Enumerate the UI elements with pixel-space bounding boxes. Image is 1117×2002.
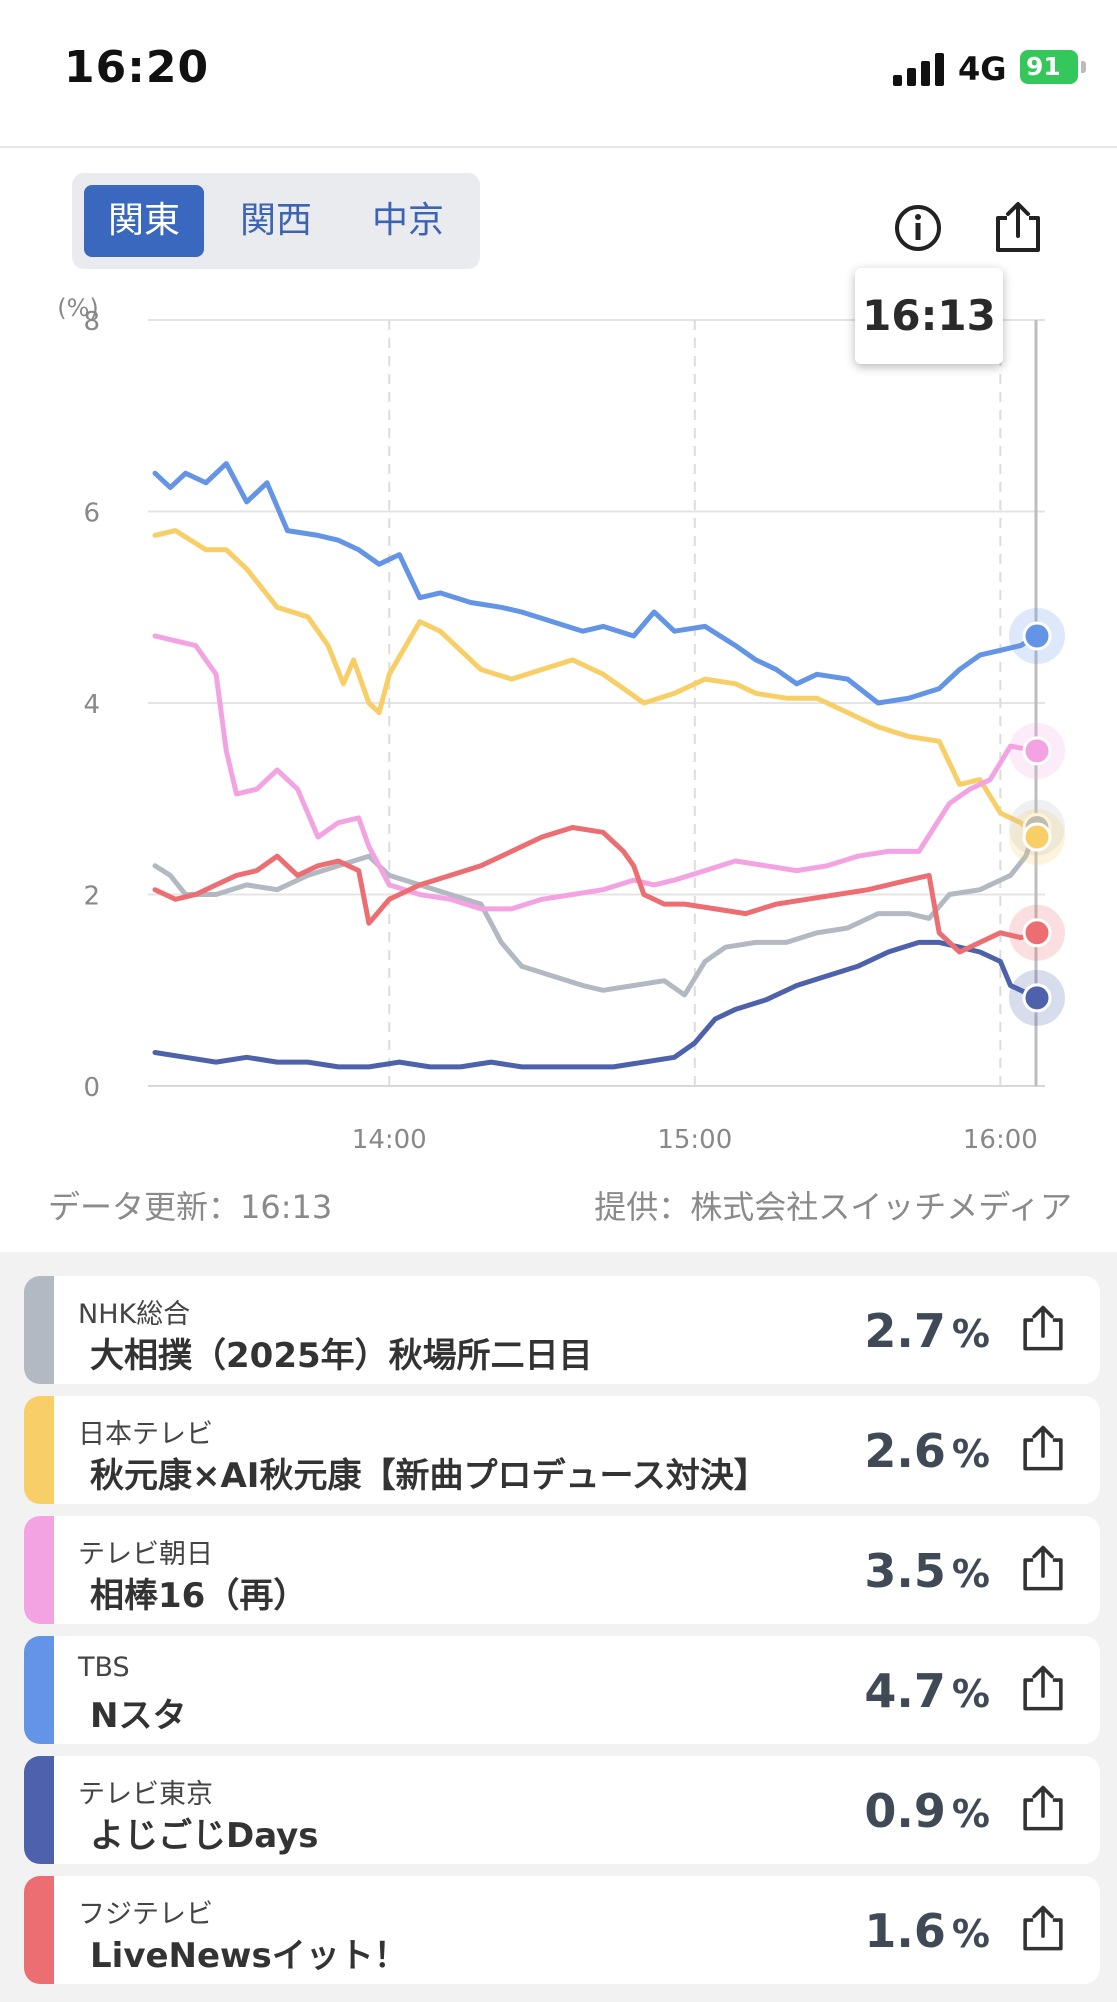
y-tick-label: 4 — [83, 690, 100, 720]
series-end-marker — [1022, 983, 1052, 1013]
x-tick-label: 16:00 — [963, 1125, 1038, 1155]
data-provider: 提供：株式会社スイッチメディア — [594, 1188, 1072, 1226]
channel-card[interactable]: テレビ東京よじごじDays 0.9% — [24, 1756, 1100, 1864]
rating-number: 2.7 — [864, 1304, 946, 1358]
channel-color-bar — [24, 1876, 54, 1984]
rating-chart[interactable]: 0 2 4 6 8(%) 14:00 15:00 16:00 — [0, 280, 1117, 1170]
share-icon[interactable] — [1018, 1304, 1068, 1354]
cellular-signal-icon — [893, 52, 947, 86]
rating-value: 1.6% — [864, 1904, 990, 1958]
program-name: 相棒16（再） — [90, 1576, 308, 1616]
y-tick-label: 8 — [83, 307, 100, 337]
channel-color-bar — [24, 1756, 54, 1864]
series-end-marker — [1022, 918, 1052, 948]
tab-kanto[interactable]: 関東 — [84, 185, 204, 257]
program-name: LiveNewsイット！ — [90, 1936, 408, 1976]
battery-cap — [1081, 61, 1086, 73]
rating-unit: % — [951, 1672, 990, 1716]
rating-number: 2.6 — [864, 1424, 946, 1478]
region-tabs: 関東 関西 中京 — [72, 173, 480, 269]
series-line — [152, 825, 1039, 998]
network-type: 4G — [958, 50, 1007, 88]
channel-card[interactable]: 日本テレビ秋元康×AI秋元康【新曲プロデュース対決】 2.6% — [24, 1396, 1100, 1504]
rating-value: 2.7% — [864, 1304, 990, 1358]
channel-name: テレビ朝日 — [78, 1539, 213, 1570]
rating-number: 4.7 — [864, 1664, 946, 1718]
series-line — [152, 461, 1039, 706]
rating-unit: % — [951, 1312, 990, 1356]
channel-name: NHK総合 — [78, 1299, 191, 1330]
share-icon[interactable] — [1018, 1664, 1068, 1714]
channel-name: フジテレビ — [78, 1899, 213, 1930]
channel-card[interactable]: TBS Nスタ 4.7% — [24, 1636, 1100, 1744]
status-time: 16:20 — [64, 42, 210, 93]
channel-color-bar — [24, 1636, 54, 1744]
rating-number: 0.9 — [864, 1784, 946, 1838]
battery-icon: 91 — [1020, 50, 1078, 84]
tab-kansai[interactable]: 関西 — [239, 200, 312, 241]
time-tooltip: 16:13 — [855, 268, 1003, 364]
rating-value: 0.9% — [864, 1784, 990, 1838]
channel-name: TBS — [78, 1652, 130, 1683]
y-tick-label: 0 — [83, 1073, 100, 1103]
channel-color-bar — [24, 1276, 54, 1384]
channel-name: 日本テレビ — [78, 1419, 213, 1450]
rating-value: 2.6% — [864, 1424, 990, 1478]
channel-color-bar — [24, 1516, 54, 1624]
x-tick-label: 14:00 — [352, 1125, 427, 1155]
program-name: 秋元康×AI秋元康【新曲プロデュース対決】 — [90, 1456, 768, 1496]
rating-unit: % — [951, 1792, 990, 1836]
share-icon[interactable] — [1018, 1904, 1068, 1954]
channel-card[interactable]: テレビ朝日相棒16（再） 3.5% — [24, 1516, 1100, 1624]
rating-value: 4.7% — [864, 1664, 990, 1718]
share-icon[interactable] — [1018, 1424, 1068, 1474]
share-icon[interactable] — [990, 200, 1046, 256]
share-icon[interactable] — [1018, 1784, 1068, 1834]
channel-list: NHK総合 大相撲（2025年）秋場所二日目 2.7% 日本テレビ 秋元康×AI秋元康【… — [24, 1276, 1100, 1996]
info-circle-icon[interactable] — [893, 203, 943, 253]
rating-unit: % — [951, 1552, 990, 1596]
rating-unit: % — [951, 1912, 990, 1956]
rating-unit: % — [951, 1432, 990, 1476]
series-line — [152, 825, 1039, 955]
program-name: Nスタ — [90, 1696, 187, 1736]
rating-number: 3.5 — [864, 1544, 946, 1598]
series-end-marker — [1022, 621, 1052, 651]
channel-name: テレビ東京 — [78, 1779, 213, 1810]
x-tick-label: 15:00 — [657, 1125, 732, 1155]
rating-value: 3.5% — [864, 1544, 990, 1598]
channel-color-bar — [24, 1396, 54, 1504]
program-name: 大相撲（2025年）秋場所二日目 — [90, 1336, 593, 1376]
y-tick-label: 6 — [83, 499, 100, 529]
y-tick-label: 2 — [83, 882, 100, 912]
channel-card[interactable]: フジテレビ LiveNewsイット！ 1.6% — [24, 1876, 1100, 1984]
series-line — [152, 528, 1039, 840]
data-update-time: データ更新：16:13 — [48, 1188, 333, 1226]
program-name: よじごじDays — [90, 1816, 319, 1856]
series-end-marker — [1022, 822, 1052, 852]
series-line — [152, 939, 1039, 1070]
series-end-marker — [1022, 736, 1052, 766]
share-icon[interactable] — [1018, 1544, 1068, 1594]
tab-chukyo[interactable]: 中京 — [371, 200, 444, 241]
series-line — [152, 633, 1039, 912]
y-axis-label: (%) — [57, 294, 99, 322]
channel-card[interactable]: NHK総合大相撲（2025年）秋場所二日目 2.7% — [24, 1276, 1100, 1384]
rating-number: 1.6 — [864, 1904, 946, 1958]
status-bar: 16:20 4G 91 — [0, 0, 1117, 148]
battery-level: 91 — [1026, 52, 1061, 81]
